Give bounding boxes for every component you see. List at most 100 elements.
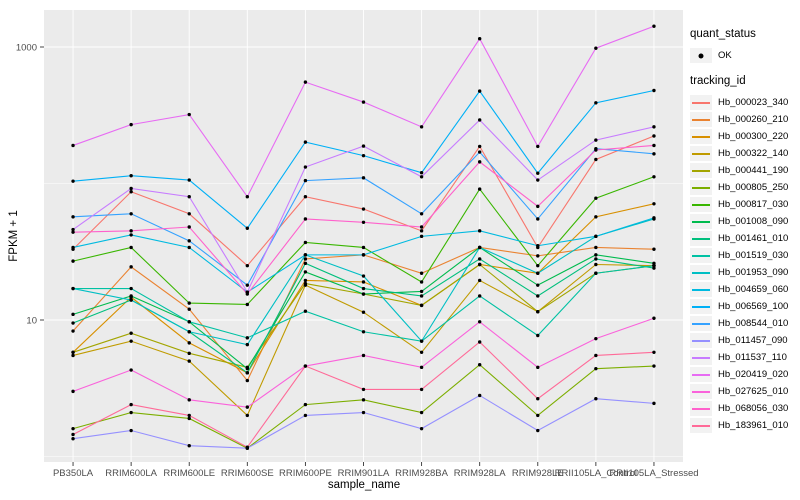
data-point — [129, 402, 133, 407]
data-point — [303, 257, 308, 261]
data-point — [594, 366, 598, 371]
legend-item-label: Hb_001461_010 — [718, 233, 789, 244]
data-point — [536, 365, 540, 370]
data-point — [594, 138, 598, 142]
legend-line-icon — [692, 135, 710, 138]
data-point — [361, 176, 366, 180]
legend-line-icon — [692, 305, 710, 308]
data-point — [129, 122, 133, 127]
data-point — [303, 195, 308, 199]
data-point — [594, 196, 598, 200]
line-key-swatch — [690, 214, 712, 229]
data-point — [536, 144, 540, 149]
data-point — [187, 178, 191, 182]
data-point — [477, 245, 482, 250]
legend-spacer — [690, 64, 788, 75]
legend-line-icon — [692, 186, 710, 189]
data-point — [594, 397, 598, 401]
data-point — [594, 271, 598, 275]
legend-title-tracking-id: tracking_id — [690, 75, 746, 87]
data-point — [71, 437, 75, 441]
data-point — [652, 143, 656, 148]
legend-item: Hb_068056_030 — [690, 400, 788, 417]
data-point — [129, 410, 133, 415]
data-point — [71, 426, 75, 431]
line-key-swatch — [690, 418, 712, 433]
legend-item: Hb_011457_090 — [690, 332, 788, 349]
line-key-swatch — [690, 282, 712, 297]
data-point — [129, 331, 133, 335]
data-point — [245, 263, 250, 268]
data-point — [419, 289, 424, 294]
data-point — [245, 283, 250, 287]
legend-item: Hb_020419_020 — [690, 366, 788, 383]
legend-item-label: Hb_000441_190 — [718, 165, 789, 176]
legend-line-icon — [692, 203, 710, 206]
x-tick-label: PB350LA — [53, 468, 94, 479]
data-point — [594, 262, 598, 267]
data-point — [594, 101, 598, 105]
data-point — [536, 310, 540, 314]
legend-item: Hb_001008_090 — [690, 213, 788, 230]
data-point — [361, 330, 366, 334]
data-point — [419, 225, 424, 229]
data-point — [129, 298, 133, 302]
data-point — [594, 46, 598, 50]
data-point — [187, 195, 191, 199]
data-point — [187, 413, 191, 418]
data-point — [245, 445, 250, 449]
data-point — [652, 88, 656, 93]
data-point — [187, 320, 191, 324]
data-point — [419, 280, 424, 284]
legend-item-label: Hb_001953_090 — [718, 267, 789, 278]
data-point — [594, 157, 598, 162]
data-point — [245, 366, 250, 371]
data-point — [71, 143, 75, 148]
data-point — [652, 125, 656, 129]
data-point — [129, 245, 133, 250]
data-point — [187, 398, 191, 402]
line-key-swatch — [690, 384, 712, 399]
legend-item: Hb_000817_030 — [690, 196, 788, 213]
legend-line-icon — [692, 254, 710, 257]
y-tick-label: 1000 — [16, 43, 37, 54]
line-key-swatch — [690, 248, 712, 263]
data-point — [477, 89, 482, 93]
data-point — [419, 339, 424, 343]
data-point — [536, 217, 540, 221]
data-point — [536, 244, 540, 248]
legend-item-label: Hb_008544_010 — [718, 318, 789, 329]
data-point — [71, 286, 75, 291]
legend-item-label: Hb_000322_140 — [718, 148, 789, 159]
data-point — [129, 229, 133, 233]
x-tick-label: RRIM600LE — [163, 468, 215, 479]
legend-item: Hb_001519_030 — [690, 247, 788, 264]
legend-item-label: Hb_027625_010 — [718, 386, 789, 397]
legend-line-icon — [692, 390, 710, 393]
data-point — [477, 187, 482, 191]
data-point — [303, 364, 308, 368]
line-key-swatch — [690, 112, 712, 127]
data-point — [594, 215, 598, 219]
data-point — [187, 212, 191, 216]
data-point — [303, 309, 308, 313]
data-point — [477, 278, 482, 283]
data-point — [419, 229, 424, 233]
data-point — [419, 125, 424, 129]
data-point — [71, 259, 75, 263]
data-point — [129, 212, 133, 216]
line-key-swatch — [690, 316, 712, 331]
legend-item-label: Hb_004659_060 — [718, 284, 789, 295]
legend-item-label: Hb_020419_020 — [718, 369, 789, 380]
line-key-swatch — [690, 163, 712, 178]
legend-line-icon — [692, 101, 710, 104]
data-point — [652, 401, 656, 406]
data-point — [361, 144, 366, 148]
data-point — [303, 281, 308, 286]
data-point — [652, 152, 656, 156]
line-key-swatch — [690, 146, 712, 161]
data-point — [245, 336, 250, 340]
data-point — [652, 202, 656, 206]
y-tick-label: 10 — [26, 316, 37, 327]
data-point — [361, 100, 366, 104]
